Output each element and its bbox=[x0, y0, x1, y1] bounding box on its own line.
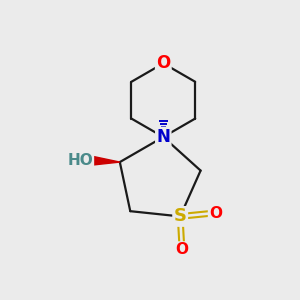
Polygon shape bbox=[90, 156, 120, 165]
Text: N: N bbox=[156, 128, 170, 146]
Text: HO: HO bbox=[67, 153, 93, 168]
Text: O: O bbox=[156, 54, 170, 72]
Text: S: S bbox=[174, 207, 187, 225]
Text: O: O bbox=[175, 242, 188, 257]
Text: O: O bbox=[209, 206, 222, 221]
